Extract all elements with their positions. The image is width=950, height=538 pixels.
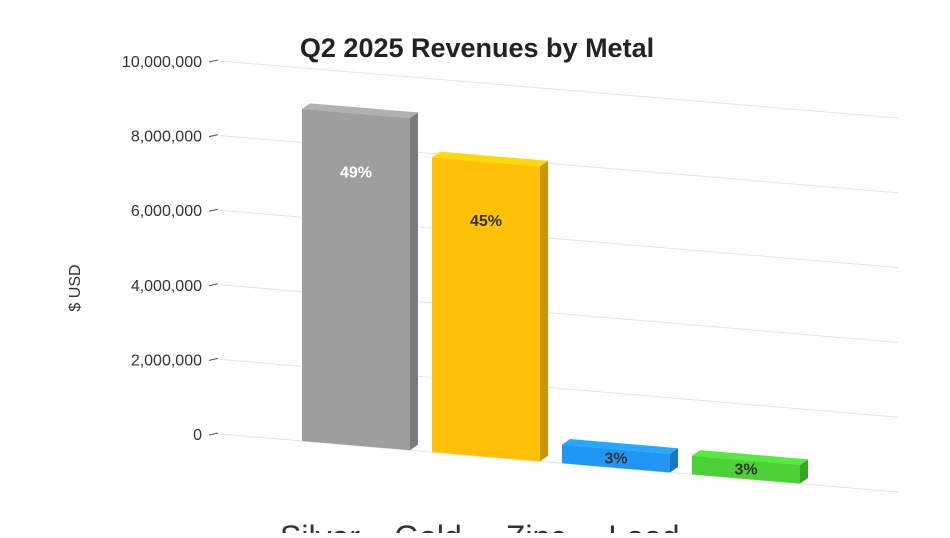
x-tick-label: Silver [280,519,360,533]
y-tick-label: 6,000,000 [131,203,202,220]
y-tick-mark [208,134,219,138]
bar-front [432,157,540,462]
bar-lead: 3% [692,450,808,484]
bar-zinc: 3% [562,438,678,473]
y-tick-label: 0 [193,427,202,444]
bar-top [432,151,548,167]
y-axis-label: $ USD [67,264,84,311]
bar-side [410,112,418,451]
y-tick-label: 4,000,000 [131,278,202,295]
y-tick-label: 8,000,000 [131,129,202,146]
bar-top [692,450,808,465]
bar-side [670,448,678,473]
x-tick-label: Gold [394,519,462,533]
data-label: 49% [340,164,372,181]
gridline [219,60,899,119]
x-tick-label: Zinc [506,519,566,533]
bar-top [562,438,678,454]
y-tick-mark [208,432,219,436]
y-tick-mark [208,283,219,287]
y-tick-mark [208,59,219,63]
bars: 49% 45% 3% 3% [302,103,808,484]
y-tick-label: 2,000,000 [131,352,202,369]
data-label: 3% [734,462,757,479]
bar-side [800,459,808,484]
y-tick-mark [208,357,219,361]
y-tick-label: 10,000,000 [122,54,202,71]
bar-side [540,160,548,462]
bar-silver: 49% [302,103,418,451]
y-axis-ticks: 0 2,000,000 4,000,000 6,000,000 8,000,000 10,… [122,54,219,444]
x-tick-label: Lead [608,519,679,533]
bar-front [302,108,410,451]
bar-front [692,455,800,484]
chart-title: Q2 2025 Revenues by Metal [300,33,654,63]
x-axis-ticks: Silver Gold Zinc Lead [280,519,680,538]
data-label: 3% [604,451,627,468]
data-label: 45% [470,213,502,230]
bar-front [562,444,670,473]
bar-gold: 45% [432,151,548,462]
y-tick-mark [208,208,219,212]
bar-top [302,103,418,119]
